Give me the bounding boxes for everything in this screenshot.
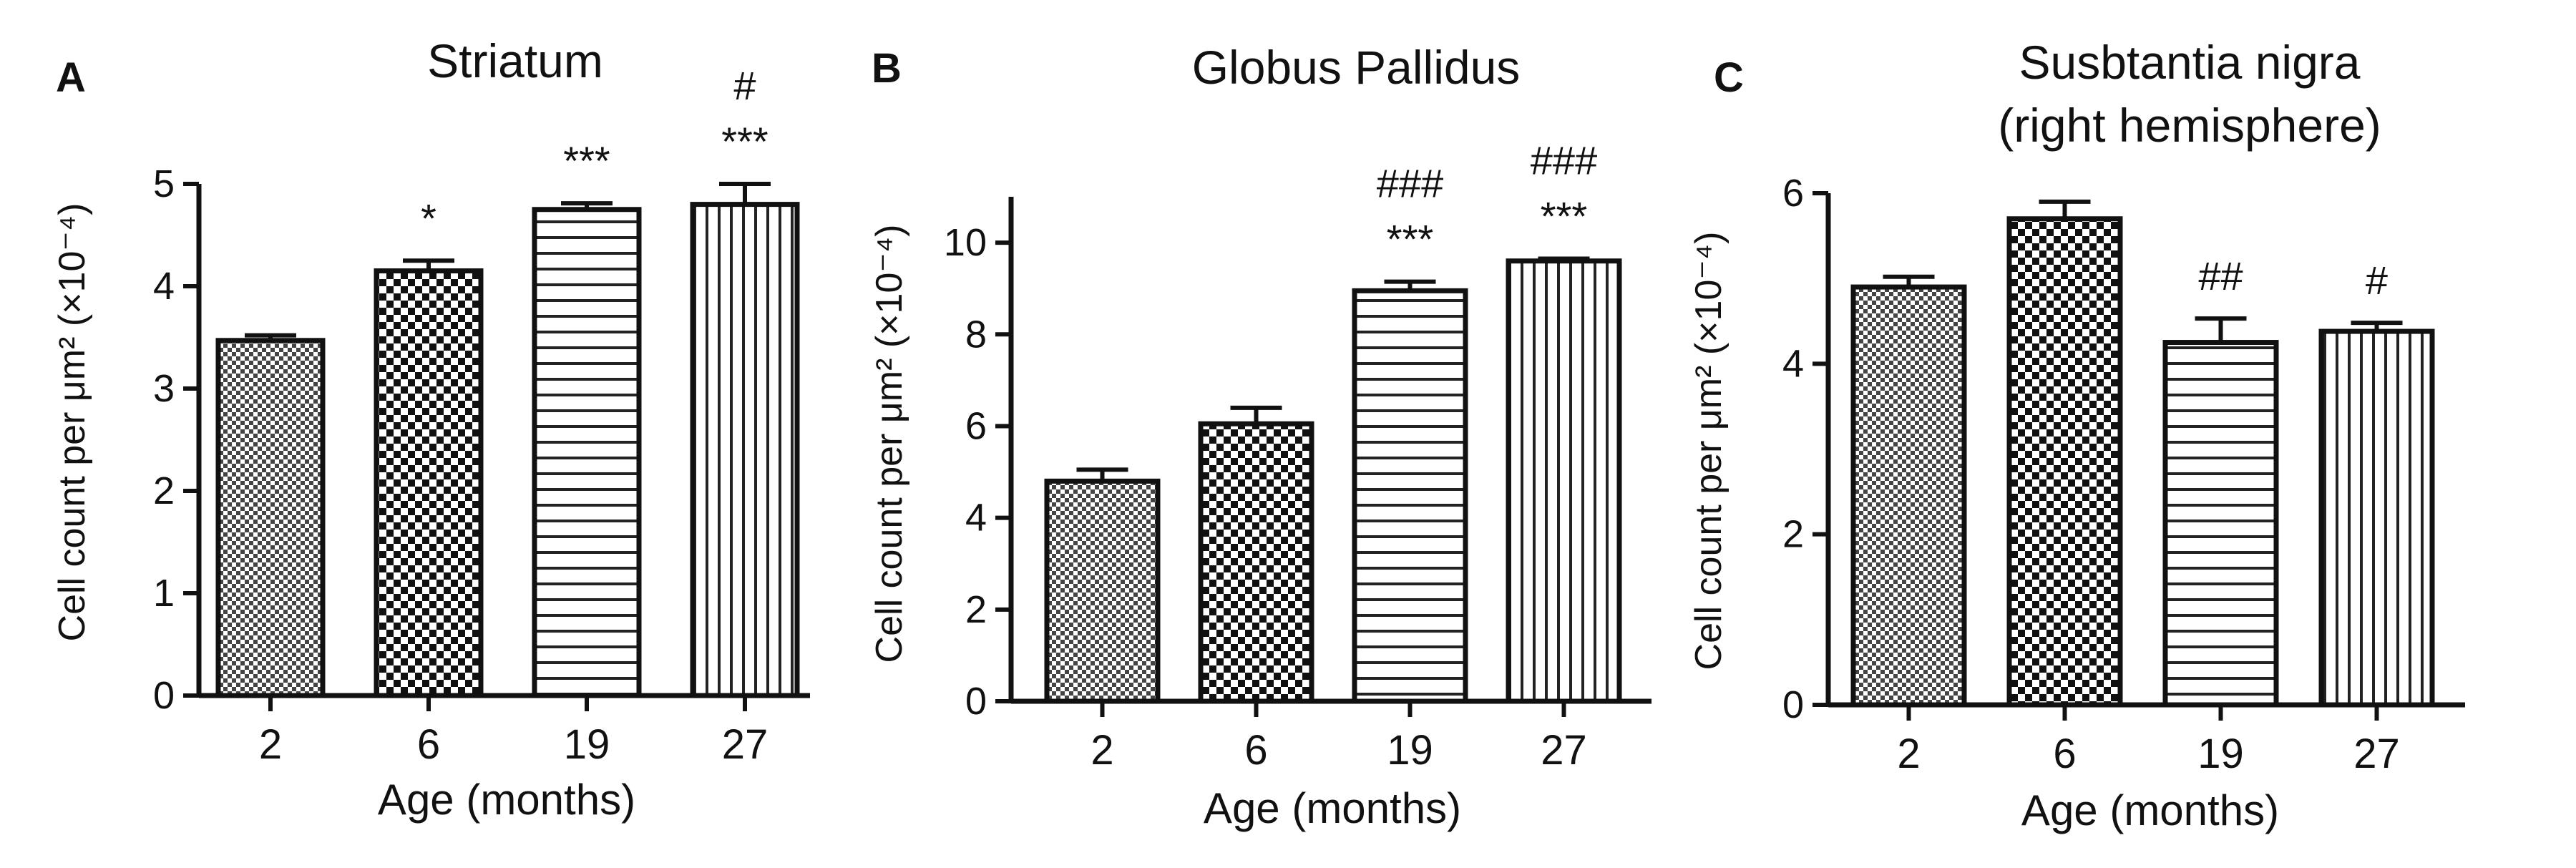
x-tick-label: 19 (1387, 727, 1433, 774)
significance-label: *** (563, 138, 610, 183)
bar (1352, 288, 1468, 704)
bar (532, 207, 642, 698)
bar (2006, 216, 2123, 708)
panel-a: A Striatum Cell count per μm² (×10⁻⁴) Ag… (52, 34, 810, 824)
y-tick-label: 2 (153, 469, 175, 512)
y-tick-label: 8 (965, 313, 987, 356)
significance-label: # (733, 63, 756, 108)
x-tick-label: 27 (1541, 727, 1587, 774)
x-tick-label: 2 (1091, 727, 1113, 774)
bar (215, 338, 326, 698)
y-axis-label: Cell count per μm² (×10⁻⁴) (52, 203, 93, 642)
y-tick-label: 4 (153, 265, 175, 308)
y-axis-label: Cell count per μm² (×10⁻⁴) (869, 225, 910, 663)
panel-b: B Globus Pallidus Cell count per μm² (×1… (869, 41, 1652, 832)
y-tick-label: 5 (153, 162, 175, 205)
panel-c: C Susbtantia nigra (right hemisphere) Ce… (1688, 36, 2465, 834)
significance-label: * (421, 195, 436, 240)
significance-label: ### (1531, 138, 1597, 183)
significance-label: *** (1541, 194, 1587, 239)
y-tick-label: 6 (965, 404, 987, 447)
plot-area: 0 2 4 6 2 6 19 ## 27 # (1782, 172, 2465, 777)
chart-subtitle: (right hemisphere) (1998, 99, 2381, 152)
x-tick-label: 6 (2053, 731, 2076, 777)
x-tick-label: 2 (1897, 731, 1920, 777)
bar (2162, 340, 2279, 708)
panel-letter: A (56, 54, 86, 101)
bar (690, 202, 800, 698)
significance-label: ## (2198, 253, 2243, 298)
chart-title: Globus Pallidus (1192, 41, 1521, 94)
significance-label: *** (721, 119, 768, 164)
x-tick-label: 19 (2197, 731, 2244, 777)
y-tick-label: 4 (1782, 342, 1804, 385)
x-tick-label: 6 (1244, 727, 1267, 774)
bar (1198, 421, 1314, 704)
y-tick-label: 3 (153, 367, 175, 410)
chart-title: Susbtantia nigra (2019, 36, 2361, 89)
significance-label: *** (1387, 217, 1433, 262)
x-tick-label: 27 (722, 721, 769, 768)
y-tick-label: 0 (153, 674, 175, 717)
x-tick-label: 6 (417, 721, 440, 768)
y-axis-label: Cell count per μm² (×10⁻⁴) (1688, 232, 1729, 670)
y-tick-label: 1 (153, 572, 175, 615)
x-tick-label: 27 (2353, 731, 2400, 777)
plot-area: 0 1 2 3 4 5 2 6 * 19 *** 27 *** # (153, 63, 810, 768)
significance-label: # (2366, 258, 2388, 303)
panel-letter: B (872, 45, 902, 92)
bar (1850, 284, 1967, 708)
x-axis-label: Age (months) (1204, 784, 1461, 832)
x-tick-label: 2 (259, 721, 282, 768)
bar (374, 268, 484, 698)
plot-area: 0 2 4 6 8 10 2 6 19 *** ### 27 *** ### (944, 138, 1652, 774)
y-tick-label: 2 (965, 588, 987, 631)
significance-label: ### (1377, 161, 1443, 206)
bar (1506, 258, 1622, 704)
x-axis-label: Age (months) (378, 776, 635, 824)
y-tick-label: 4 (965, 497, 987, 540)
bar (2318, 328, 2435, 708)
y-tick-label: 10 (944, 221, 987, 264)
y-tick-label: 0 (1782, 683, 1804, 726)
chart-title: Striatum (427, 34, 603, 87)
bar (1044, 478, 1161, 704)
x-axis-label: Age (months) (2021, 786, 2279, 834)
y-tick-label: 6 (1782, 172, 1804, 215)
panel-letter: C (1714, 54, 1744, 101)
y-tick-label: 0 (965, 680, 987, 723)
y-tick-label: 2 (1782, 513, 1804, 556)
x-tick-label: 19 (564, 721, 610, 768)
